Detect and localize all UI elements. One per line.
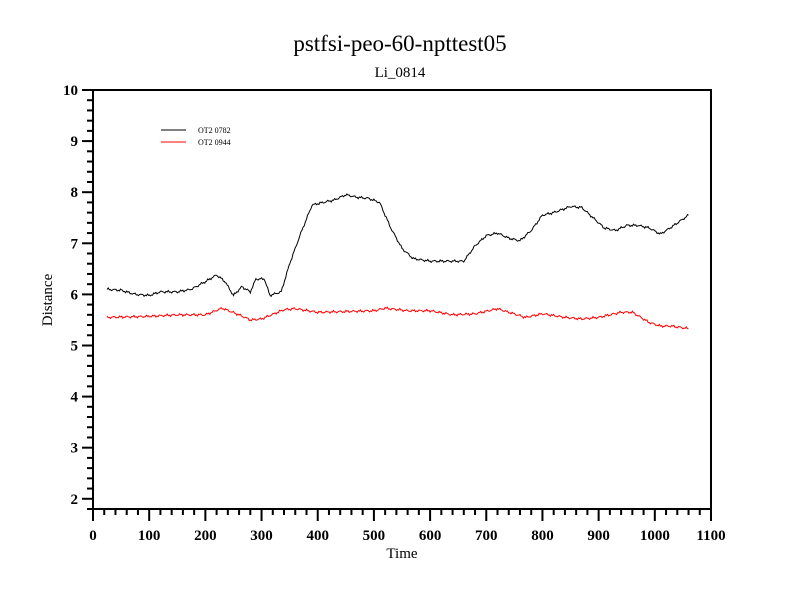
x-tick-label: 500 [363,528,386,544]
y-tick-label: 5 [71,338,79,354]
chart-subtitle: Li_0814 [375,65,426,81]
x-tick-label: 300 [250,528,273,544]
x-tick-label: 700 [475,528,498,544]
x-tick-label: 800 [531,528,554,544]
y-tick-label: 2 [71,492,79,508]
legend-label: OT2 0944 [198,138,231,147]
x-tick-label: 900 [587,528,610,544]
y-tick-label: 8 [71,185,79,201]
x-tick-label: 200 [194,528,217,544]
y-axis-label: Distance [40,273,56,326]
y-tick-label: 4 [71,390,79,406]
x-tick-label: 1000 [640,528,670,544]
legend-label: OT2 0782 [198,126,231,135]
x-axis-label: Time [386,546,417,562]
y-tick-label: 7 [71,236,79,252]
series-line-ot2-0944 [106,306,689,330]
y-tick-label: 3 [71,441,79,457]
plot-frame [92,89,712,510]
chart-title: pstfsi-peo-60-npttest05 [293,31,506,56]
series-line-ot2-0782 [106,193,689,298]
x-tick-label: 100 [138,528,161,544]
x-tick-label: 600 [419,528,442,544]
y-tick-label: 9 [71,134,79,150]
y-tick-label: 6 [71,287,79,303]
x-tick-label: 0 [89,528,97,544]
x-tick-label: 1100 [696,528,725,544]
x-tick-label: 400 [306,528,329,544]
y-tick-label: 10 [63,83,78,99]
